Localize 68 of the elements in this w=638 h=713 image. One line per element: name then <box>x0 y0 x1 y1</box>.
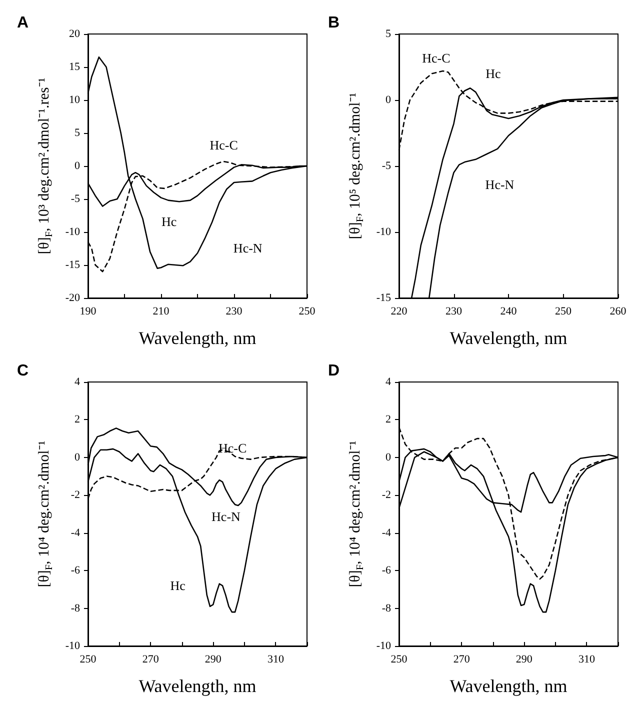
x-tick-label: 250 <box>555 306 572 318</box>
y-tick-label: 20 <box>69 28 80 40</box>
y-tick-label: -20 <box>65 292 80 304</box>
y-tick-label: -2 <box>70 489 80 502</box>
y-axis-title: [θ]F, 10³ deg.cm².dmol⁻¹.res⁻¹ <box>36 78 55 254</box>
x-axis-title: Wavelength, nm <box>450 328 568 348</box>
chart-title: B <box>328 14 340 32</box>
y-tick-label: 5 <box>74 127 80 139</box>
x-tick-label: 290 <box>516 654 533 666</box>
series-label: Hc <box>170 578 186 593</box>
x-axis-title: Wavelength, nm <box>138 328 256 348</box>
y-axis-title: [θ]F, 10⁵ deg.cm².dmol⁻¹ <box>347 92 366 240</box>
chart-title: D <box>328 362 340 380</box>
x-tick-label: 250 <box>80 654 97 666</box>
x-tick-label: 270 <box>453 654 470 666</box>
y-tick-label: 0 <box>386 451 392 464</box>
series-label: Hc-N <box>485 176 515 192</box>
y-axis-title: [θ]F, 10⁴ deg.cm².dmol⁻¹ <box>36 440 55 588</box>
x-tick-label: 190 <box>80 306 97 318</box>
y-tick-label: 4 <box>386 376 392 388</box>
x-tick-label: 210 <box>152 306 170 318</box>
y-tick-label: 0 <box>74 160 80 172</box>
y-tick-label: -10 <box>376 640 392 652</box>
y-tick-label: 2 <box>74 414 80 426</box>
y-tick-label: -15 <box>376 292 392 304</box>
x-tick-label: 260 <box>610 306 627 318</box>
y-tick-label: -5 <box>70 193 80 205</box>
y-tick-label: 10 <box>69 94 80 106</box>
x-tick-label: 290 <box>204 654 222 666</box>
y-tick-label: 4 <box>74 376 80 388</box>
x-tick-label: 310 <box>578 654 596 666</box>
x-tick-label: 250 <box>298 306 316 318</box>
y-tick-label: -6 <box>70 564 80 577</box>
series-label: Hc-C <box>218 440 247 456</box>
x-tick-label: 310 <box>267 654 284 666</box>
x-tick-label: 230 <box>226 306 243 318</box>
series-label: Hc-N <box>212 509 242 524</box>
x-tick-label: 270 <box>142 654 160 666</box>
series-label: Hc-C <box>210 137 238 152</box>
x-tick-label: 250 <box>390 654 408 666</box>
series-label: Hc <box>486 66 501 82</box>
y-tick-label: 0 <box>74 451 80 464</box>
series-label: Hc-C <box>422 50 450 66</box>
y-tick-label: 15 <box>69 61 80 73</box>
y-tick-label: -10 <box>65 640 80 652</box>
y-tick-label: -6 <box>382 564 392 577</box>
x-tick-label: 230 <box>446 306 462 318</box>
y-tick-label: -15 <box>65 259 80 271</box>
chart-title: A <box>17 14 29 32</box>
y-tick-label: -8 <box>70 602 80 614</box>
chart-title: C <box>17 362 29 380</box>
y-tick-label: -4 <box>70 526 80 539</box>
series-label: Hc <box>161 214 177 229</box>
y-tick-label: -8 <box>382 602 392 614</box>
x-tick-label: 240 <box>500 306 518 318</box>
y-tick-label: -4 <box>382 526 392 539</box>
y-tick-label: -10 <box>65 226 80 238</box>
x-tick-label: 220 <box>390 306 408 318</box>
y-tick-label: -5 <box>382 160 392 172</box>
y-tick-label: 5 <box>386 28 392 40</box>
y-axis-title: [θ]F, 10⁴ deg.cm².dmol⁻¹ <box>347 440 366 588</box>
x-axis-title: Wavelength, nm <box>138 676 256 696</box>
text: Hc-N <box>233 240 263 256</box>
y-tick-label: -10 <box>376 226 392 238</box>
x-axis-title: Wavelength, nm <box>450 676 568 696</box>
y-tick-label: -2 <box>382 489 391 502</box>
y-tick-label: 2 <box>386 414 391 426</box>
y-tick-label: 0 <box>386 94 392 106</box>
